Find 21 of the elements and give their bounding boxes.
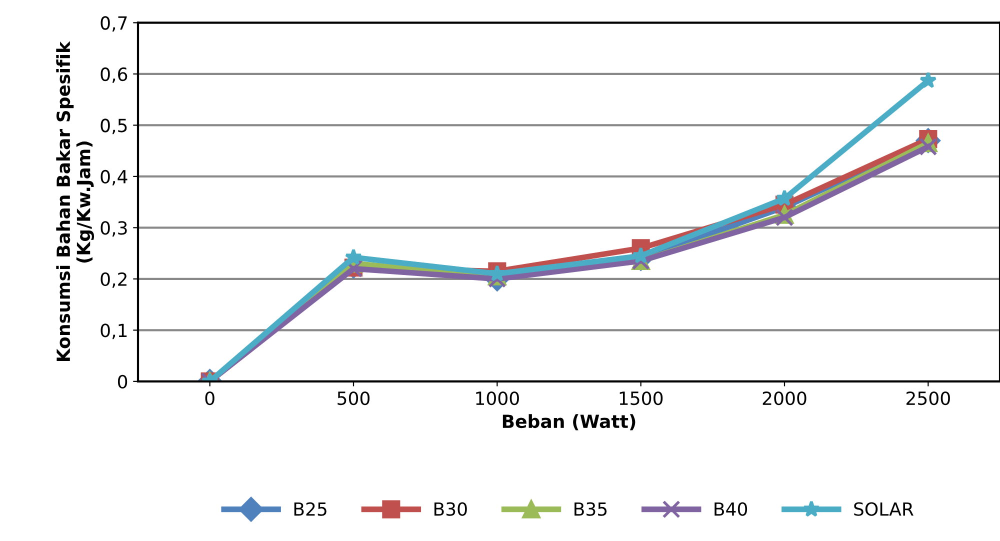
legend-label: B30 (434, 502, 467, 516)
y-tick-label: 0,6 (100, 67, 128, 83)
x-tick-label: 1500 (620, 391, 663, 406)
y-tick-label: 0,2 (100, 272, 126, 288)
y-tick-label: 0 (118, 374, 128, 389)
x-tick-label: 1000 (476, 391, 519, 406)
x-axis-title: Beban (Watt) (502, 414, 636, 430)
x-tick-label: 2000 (762, 391, 806, 406)
legend-label: B40 (714, 502, 748, 516)
x-tick-label: 0 (205, 391, 214, 406)
y-tick-label: 0,4 (100, 170, 128, 186)
legend-label: B35 (574, 502, 607, 516)
y-tick-label: 0,1 (100, 324, 127, 340)
y-tick-label: 0,7 (100, 16, 127, 32)
y-tick-label: 0,5 (100, 118, 127, 134)
legend-label: SOLAR (854, 502, 914, 516)
y-tick-label: 0,3 (100, 221, 127, 237)
legend-label: B25 (294, 502, 326, 516)
x-tick-label: 500 (338, 391, 370, 406)
y-axis-title: Konsumsi Bahan Bakar Spesifik (Kg/Kw.Jam) (56, 41, 94, 361)
x-tick-label: 2500 (906, 391, 950, 406)
